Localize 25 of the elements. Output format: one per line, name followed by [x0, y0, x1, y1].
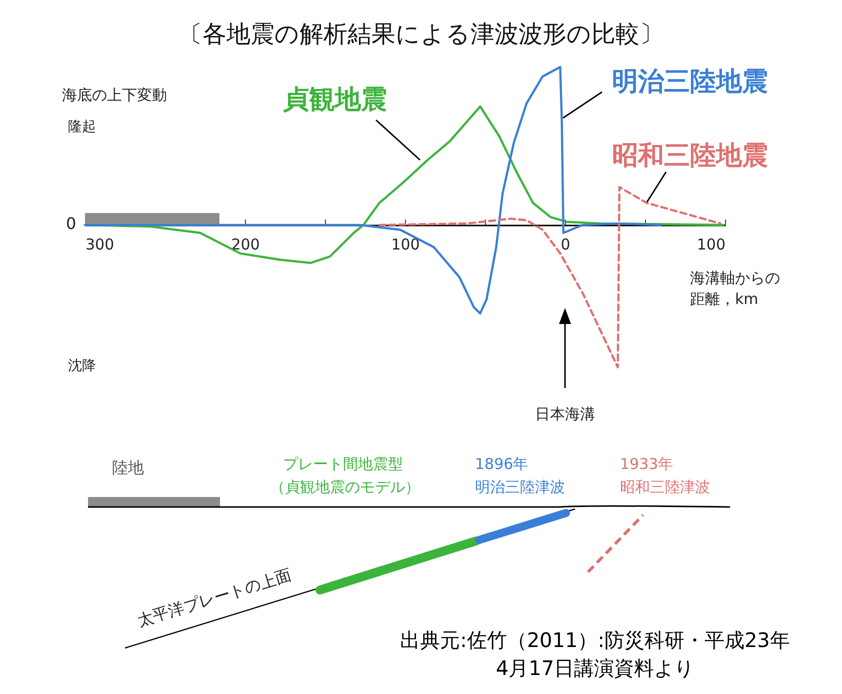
chart-title: 〔各地震の解析結果による津波波形の比較〕 — [178, 19, 664, 50]
x-tick-label: 100 — [696, 236, 726, 254]
x-tick-label: 0 — [560, 236, 570, 254]
series-label: 明治三陸地震 — [612, 66, 768, 99]
text: 昭和三陸津波 — [620, 478, 710, 497]
text: （貞観地震のモデル） — [270, 478, 420, 497]
series-label: 昭和三陸地震 — [612, 140, 768, 173]
annotation: 日本海溝 — [535, 405, 595, 424]
text: 明治三陸津波 — [475, 478, 565, 497]
text: 出典元:佐竹（2011）:防災科研・平成23年 — [400, 627, 790, 654]
y-axis-title: 海底の上下変動 — [62, 86, 167, 105]
annotation: 隆起 — [68, 118, 96, 136]
annotation: 沈降 — [68, 357, 96, 375]
text: 陸地 — [112, 458, 144, 479]
text: 0 — [66, 214, 76, 233]
text: プレート間地震型 — [283, 455, 403, 474]
x-tick-label: 300 — [86, 236, 114, 254]
text: 4月17日講演資料より — [496, 655, 694, 682]
text: 1933年 — [620, 455, 674, 474]
x-tick-label: 100 — [391, 236, 420, 254]
text: 1896年 — [475, 455, 528, 474]
text: 太平洋プレートの上面 — [135, 565, 294, 632]
text: 貞観地震 — [283, 84, 387, 117]
x-axis-title: 海溝軸からの距離，km — [690, 268, 781, 310]
x-tick-label: 200 — [231, 236, 260, 254]
